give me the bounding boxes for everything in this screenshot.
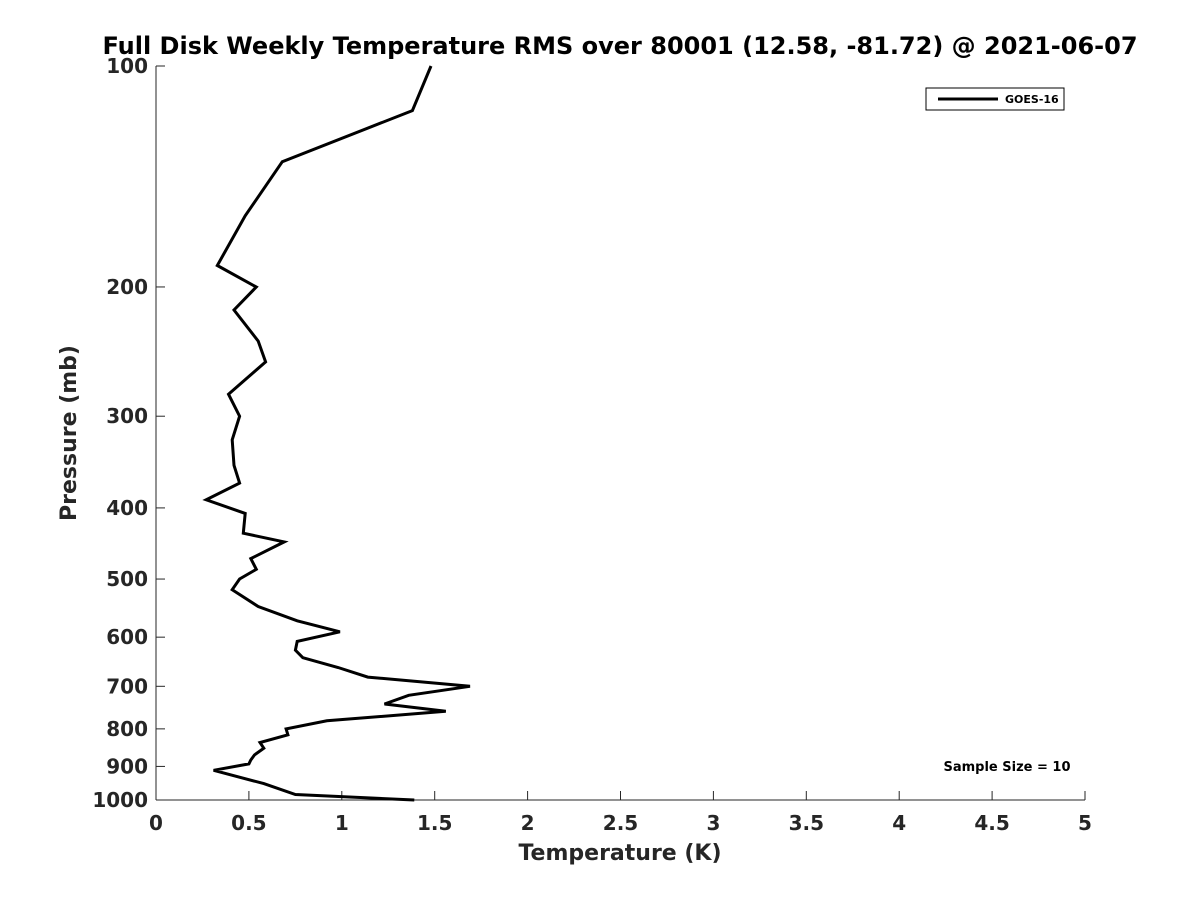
- x-tick-label: 0: [149, 811, 163, 835]
- y-tick-label: 100: [106, 54, 148, 78]
- series-layer: [202, 65, 471, 802]
- x-tick-label: 1: [335, 811, 349, 835]
- y-axis-label: Pressure (mb): [57, 345, 82, 521]
- legend: GOES-16: [925, 87, 1065, 111]
- legend-label-goes-16: GOES-16: [1005, 93, 1059, 106]
- chart-title: Full Disk Weekly Temperature RMS over 80…: [102, 32, 1137, 60]
- y-axis: 100 200 300 400 500 600 700 800 900 1000: [92, 54, 165, 812]
- x-tick-label: 0.5: [231, 811, 266, 835]
- x-tick-label: 3.5: [789, 811, 824, 835]
- y-tick-label: 500: [106, 567, 148, 591]
- x-tick-label: 1.5: [417, 811, 452, 835]
- series-line-goes-16: [202, 65, 471, 802]
- sample-size-annotation: Sample Size = 10: [943, 760, 1070, 775]
- y-tick-label: 1000: [92, 788, 148, 812]
- x-axis: 0 0.5 1 1.5 2 2.5 3 3.5 4 4.5 5: [149, 791, 1092, 835]
- x-tick-label: 3: [706, 811, 720, 835]
- y-tick-label: 600: [106, 625, 148, 649]
- y-tick-label: 700: [106, 674, 148, 698]
- y-tick-label: 800: [106, 717, 148, 741]
- x-tick-label: 2.5: [603, 811, 638, 835]
- x-tick-label: 5: [1078, 811, 1092, 835]
- y-tick-label: 200: [106, 275, 148, 299]
- x-tick-label: 2: [521, 811, 535, 835]
- x-tick-label: 4.5: [974, 811, 1009, 835]
- y-tick-label: 900: [106, 754, 148, 778]
- y-tick-label: 400: [106, 496, 148, 520]
- x-axis-label: Temperature (K): [518, 841, 721, 866]
- x-tick-label: 4: [892, 811, 906, 835]
- y-tick-label: 300: [106, 404, 148, 428]
